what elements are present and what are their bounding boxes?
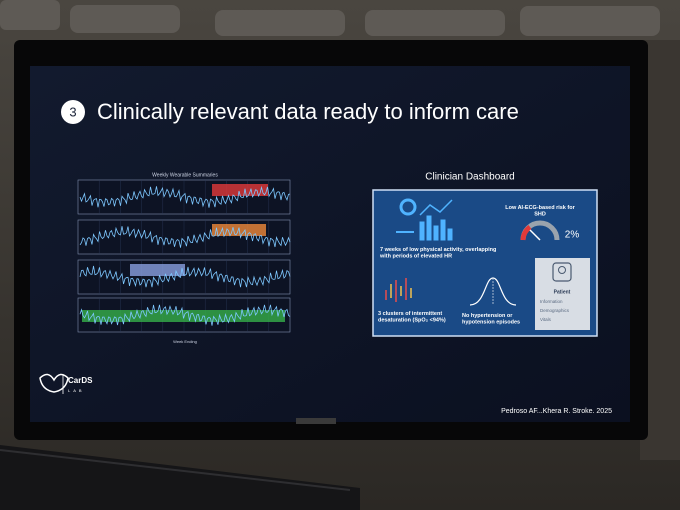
risk-value: 2%: [565, 230, 580, 241]
foreground-edge: [0, 449, 351, 491]
citation: Pedroso AF...Khera R. Stroke. 2025: [501, 408, 612, 415]
patient-items: Information Demographics Vitals: [540, 299, 570, 322]
slide-number-badge: [61, 100, 85, 124]
risk-text: Low AI-ECG-based risk for SHD: [505, 205, 575, 218]
logo-name: CarDS: [68, 376, 93, 385]
desat-text: 3 clusters of intermittent desaturation (…: [378, 311, 446, 324]
risk-gauge: [520, 220, 560, 241]
patient-item: Vitals: [540, 317, 552, 322]
patient-item: Information: [540, 299, 563, 304]
patient-label: Patient: [554, 289, 571, 295]
mini-signal: [79, 185, 291, 208]
patient-head: [558, 266, 566, 274]
patient-icon: [552, 262, 572, 282]
patient-card: [535, 258, 590, 330]
mini-highlight: [212, 184, 268, 196]
logo: CarDS LAB: [39, 373, 93, 394]
activity-text: 7 weeks of low physical activity, overla…: [379, 247, 496, 260]
bp-text: No hypertension or hypotension episodes: [462, 313, 520, 326]
mini-signal: [79, 265, 291, 288]
slide-title: Clinically relevant data ready to inform…: [97, 99, 519, 124]
panel-title: Weekly Wearable Summaries: [152, 172, 218, 178]
desat-icon: [385, 278, 412, 302]
logo-sub: LAB: [68, 388, 85, 393]
mini-signal: [79, 226, 291, 248]
panel-x-label: Week Ending: [173, 339, 197, 344]
mini-signal: [79, 304, 291, 326]
activity-icon: [396, 198, 453, 241]
chairs: [0, 0, 680, 460]
dashboard-title: Clinician Dashboard: [425, 172, 515, 183]
monitor-logo: [296, 418, 336, 424]
wearable-panel: Weekly Wearable Summaries Week Ending: [77, 172, 291, 344]
slide-number: 3: [69, 104, 76, 119]
mini-highlight: [130, 264, 185, 276]
patient-item: Demographics: [540, 308, 570, 313]
